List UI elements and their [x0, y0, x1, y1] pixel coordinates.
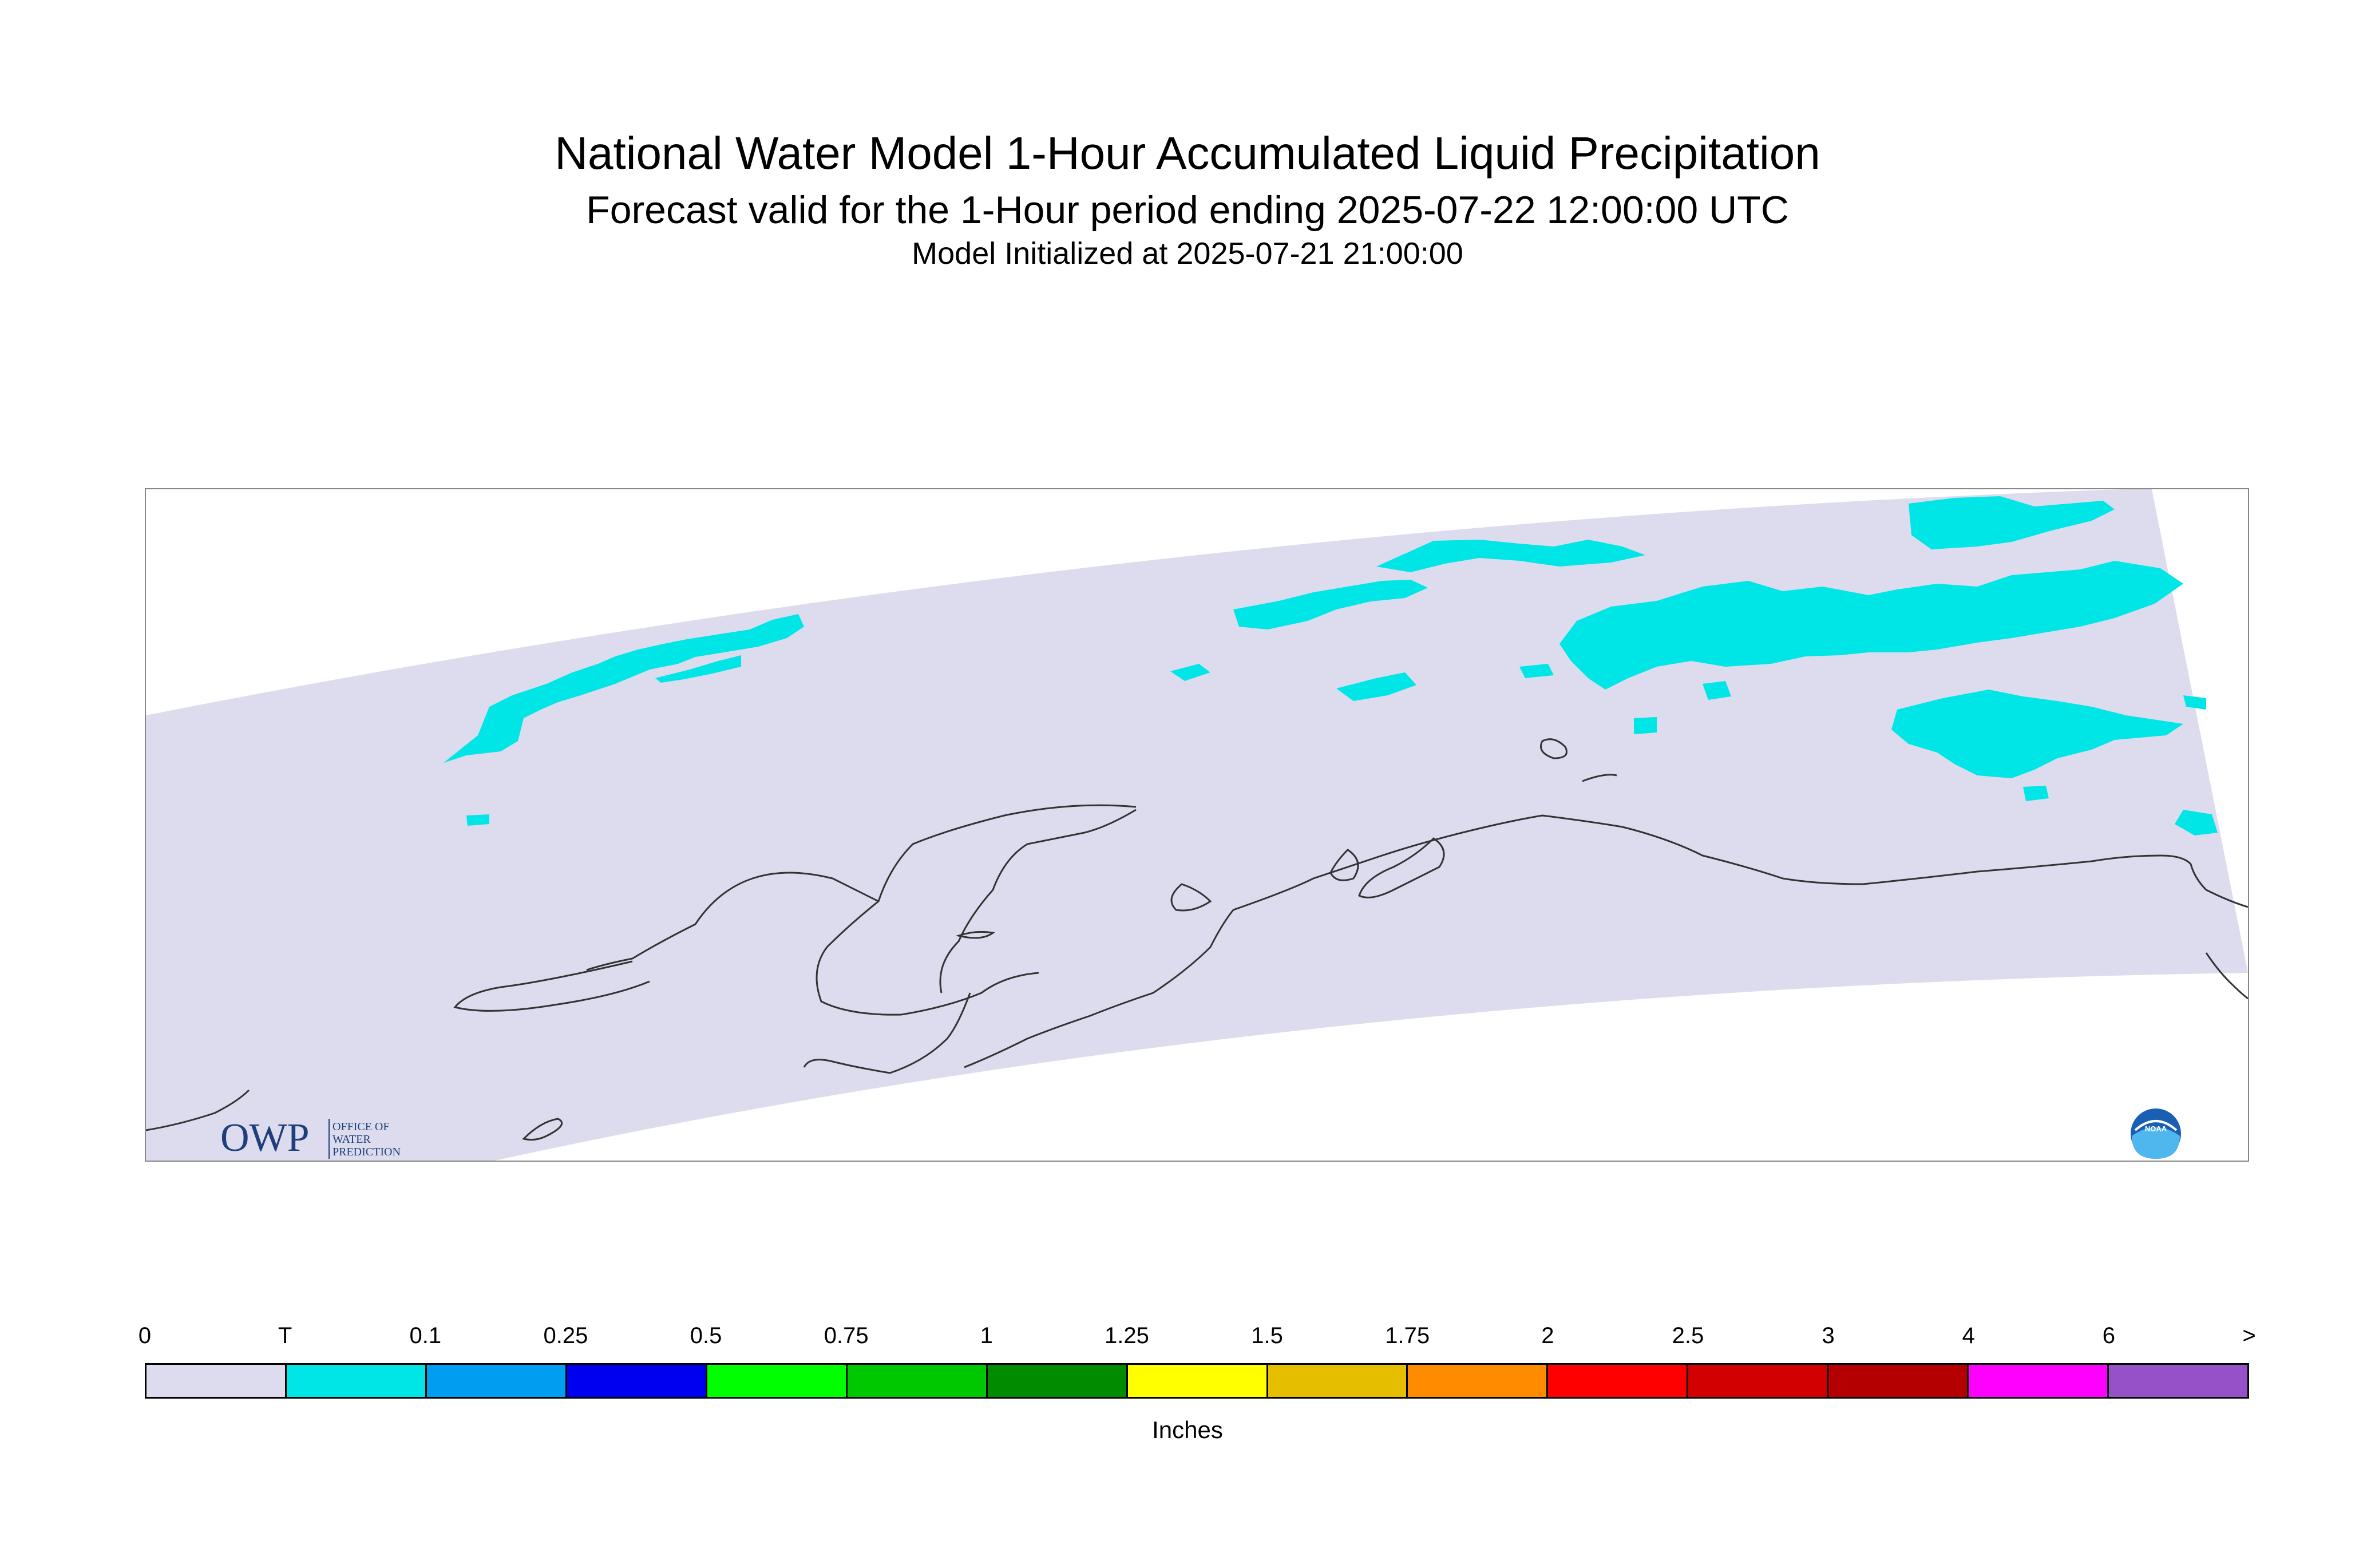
model-init-line: Model Initialized at 2025-07-21 21:00:00	[912, 236, 1463, 271]
legend-swatch-4	[707, 1365, 848, 1397]
precip-area	[2183, 695, 2206, 710]
legend-tick-label: T	[278, 1323, 292, 1348]
legend-swatch-0	[147, 1365, 287, 1397]
coastline	[146, 738, 2248, 1141]
legend-tick-label: >	[2242, 1323, 2256, 1348]
legend-tick-label: 1.75	[1385, 1323, 1430, 1348]
precip-trace-areas	[444, 496, 2218, 836]
precip-area	[1891, 690, 2183, 778]
precip-area	[655, 655, 741, 683]
forecast-valid-subtitle: Forecast valid for the 1-Hour period end…	[586, 188, 1789, 232]
legend-tick-label: 2.5	[1672, 1323, 1704, 1348]
precip-area	[1376, 540, 1645, 572]
precip-area	[1336, 672, 1416, 701]
legend-swatch-12	[1828, 1365, 1969, 1397]
owp-logo-line3: PREDICTION	[332, 1146, 401, 1158]
legend-tick-label: 1.5	[1251, 1323, 1283, 1348]
precip-area	[1170, 664, 1210, 681]
legend-tick-label: 1.25	[1104, 1323, 1149, 1348]
legend-swatch-13	[1969, 1365, 2109, 1397]
noaa-logo-text: NOAA	[2145, 1124, 2167, 1133]
legend-swatch-3	[567, 1365, 707, 1397]
legend-tick-label: 0	[138, 1323, 152, 1348]
legend-tick-label: 1	[980, 1323, 993, 1348]
legend-swatch-9	[1408, 1365, 1549, 1397]
legend-tick-label: 4	[1962, 1323, 1975, 1348]
legend-swatch-7	[1127, 1365, 1268, 1397]
noaa-logo: NOAA	[2131, 1108, 2181, 1159]
precip-area	[1559, 561, 2183, 690]
owp-logo-line2: WATER	[332, 1133, 371, 1146]
map-panel[interactable]: OWP OFFICE OF WATER PREDICTION NOAA	[145, 488, 2249, 1162]
precip-area	[1634, 717, 1657, 734]
precip-area	[1519, 664, 1554, 678]
precip-area	[444, 614, 804, 763]
legend-colorbar	[145, 1363, 2249, 1399]
legend-tick-label: 0.5	[690, 1323, 722, 1348]
map-canvas[interactable]	[146, 489, 2248, 1161]
legend-tick-label: 0.1	[409, 1323, 442, 1348]
legend-tick-label: 0.75	[824, 1323, 869, 1348]
legend-swatch-2	[426, 1365, 567, 1397]
legend-tick-label: 0.25	[543, 1323, 588, 1348]
legend-units-label: Inches	[1152, 1416, 1223, 1443]
owp-logo: OWP OFFICE OF WATER PREDICTION	[220, 1116, 401, 1160]
precip-area	[1233, 580, 1428, 629]
precip-area	[2023, 786, 2049, 801]
legend-tick-label: 3	[1822, 1323, 1835, 1348]
legend-swatch-8	[1268, 1365, 1408, 1397]
precip-area	[1703, 681, 1731, 700]
owp-logo-mark: OWP	[220, 1116, 310, 1160]
legend-swatch-1	[286, 1365, 427, 1397]
legend-swatch-5	[847, 1365, 988, 1397]
precip-area	[466, 814, 489, 826]
legend-swatch-11	[1688, 1365, 1829, 1397]
owp-logo-line1: OFFICE OF	[332, 1120, 389, 1133]
precip-area	[2175, 810, 2218, 836]
chart-title: National Water Model 1-Hour Accumulated …	[555, 128, 1820, 179]
precip-area	[1909, 496, 2115, 549]
legend-swatch-10	[1548, 1365, 1689, 1397]
legend-tick-label: 6	[2102, 1323, 2115, 1348]
legend-tick-label: 2	[1541, 1323, 1554, 1348]
legend-swatch-14	[2109, 1365, 2248, 1397]
legend-swatch-6	[987, 1365, 1128, 1397]
